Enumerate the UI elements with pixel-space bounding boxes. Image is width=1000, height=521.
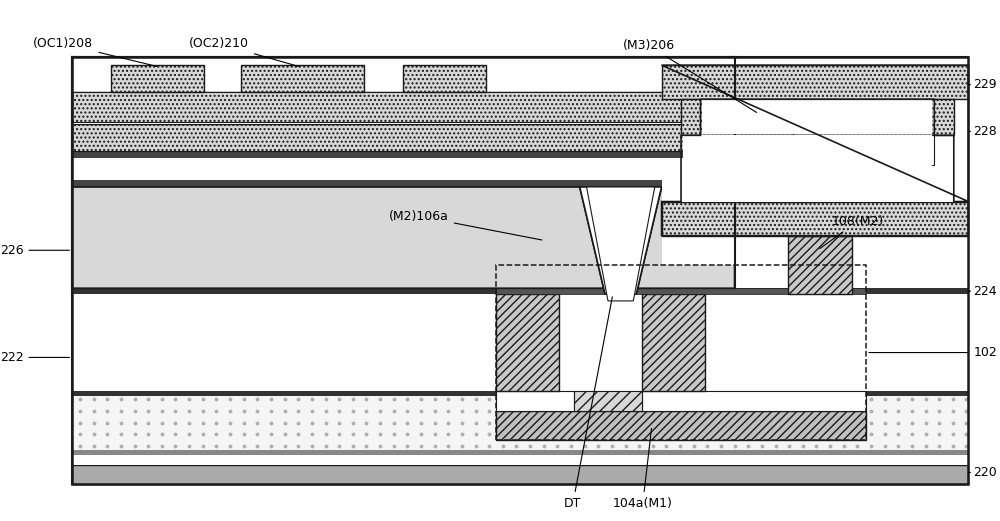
Bar	[72, 180, 968, 187]
Text: (OC2)210: (OC2)210	[189, 38, 298, 66]
Bar	[735, 265, 968, 288]
Bar	[574, 391, 642, 411]
Text: (OC1)208: (OC1)208	[33, 38, 157, 67]
Bar	[496, 294, 559, 391]
Bar	[72, 94, 735, 123]
Text: 226: 226	[0, 244, 69, 257]
Bar	[72, 94, 735, 123]
Text: 108(M2): 108(M2)	[820, 215, 884, 249]
Text: (M2)106a: (M2)106a	[389, 209, 542, 240]
Bar	[496, 411, 866, 440]
Bar	[72, 123, 735, 151]
Polygon shape	[587, 187, 655, 301]
Bar	[735, 57, 968, 288]
Bar	[701, 135, 934, 165]
Bar	[403, 65, 486, 92]
Bar	[496, 288, 866, 294]
Bar	[681, 100, 954, 135]
Bar	[739, 135, 817, 202]
Bar	[793, 100, 817, 177]
Text: 222: 222	[0, 351, 69, 364]
Bar	[683, 135, 932, 201]
Bar	[72, 187, 968, 288]
Text: 229: 229	[968, 78, 997, 91]
Text: DT: DT	[564, 297, 612, 510]
Bar	[72, 288, 968, 294]
Bar	[662, 65, 968, 100]
Polygon shape	[72, 187, 735, 294]
Bar	[72, 57, 968, 180]
Bar	[72, 57, 968, 484]
Bar	[72, 180, 735, 187]
Bar	[662, 235, 968, 265]
Bar	[496, 265, 866, 440]
Bar	[72, 151, 735, 158]
Bar	[72, 391, 968, 396]
Bar	[662, 187, 735, 288]
Text: 102: 102	[869, 346, 997, 359]
Text: 228: 228	[968, 125, 997, 138]
Bar	[72, 187, 580, 288]
Bar	[72, 294, 968, 391]
Bar	[72, 396, 968, 450]
Text: 104a(M1): 104a(M1)	[613, 428, 673, 510]
Text: (M3)206: (M3)206	[623, 39, 757, 113]
Bar	[642, 294, 705, 391]
Bar	[788, 235, 852, 294]
Bar	[702, 100, 932, 134]
Bar	[111, 65, 204, 92]
Bar	[72, 92, 735, 122]
Bar	[720, 135, 915, 177]
Text: 220: 220	[968, 466, 997, 479]
Bar	[72, 455, 968, 465]
Bar	[72, 57, 968, 484]
Bar	[662, 202, 968, 235]
Bar	[642, 391, 866, 411]
Bar	[72, 158, 735, 180]
Bar	[72, 92, 735, 123]
Bar	[496, 391, 574, 411]
Bar	[72, 465, 968, 484]
Bar	[72, 450, 968, 455]
Text: 224: 224	[968, 284, 997, 297]
Bar	[241, 65, 364, 92]
Polygon shape	[580, 187, 662, 294]
Bar	[662, 172, 968, 202]
